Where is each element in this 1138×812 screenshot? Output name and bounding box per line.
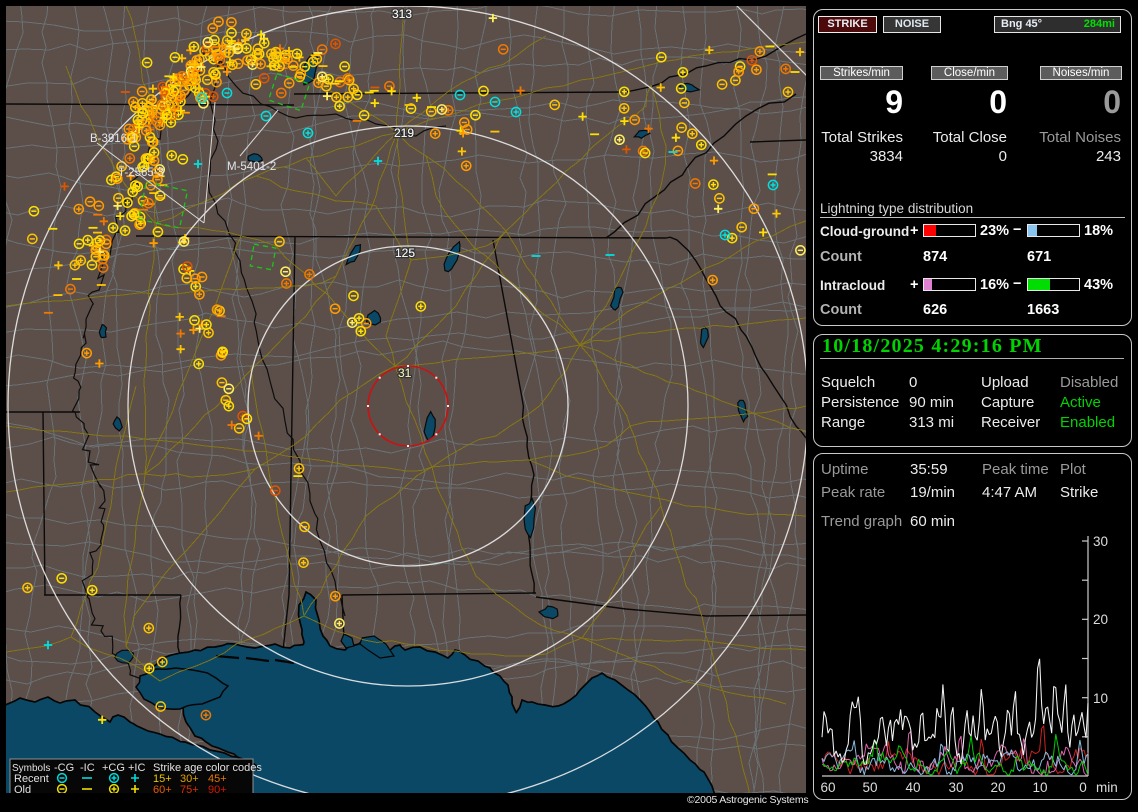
svg-text:45+: 45+ <box>208 773 227 785</box>
svg-text:B-3916-1: B-3916-1 <box>90 133 137 145</box>
svg-text:20: 20 <box>990 780 1005 795</box>
svg-text:31: 31 <box>398 366 412 380</box>
svg-text:min: min <box>1096 780 1118 795</box>
svg-text:10: 10 <box>1093 691 1108 706</box>
svg-text:90+: 90+ <box>208 784 227 793</box>
svg-text:20: 20 <box>1093 612 1108 627</box>
svg-text:-CG: -CG <box>54 762 74 774</box>
svg-text:219: 219 <box>394 126 414 140</box>
svg-text:30: 30 <box>948 780 963 795</box>
svg-text:313: 313 <box>392 7 412 21</box>
svg-text:125: 125 <box>395 246 415 260</box>
svg-text:+IC: +IC <box>128 762 145 774</box>
svg-text:Strike age color codes: Strike age color codes <box>153 762 262 774</box>
svg-text:M-5401-2: M-5401-2 <box>227 161 276 173</box>
svg-text:50: 50 <box>862 780 877 795</box>
svg-text:60+: 60+ <box>153 784 172 793</box>
svg-text:30+: 30+ <box>180 773 199 785</box>
svg-text:0: 0 <box>1079 780 1087 795</box>
svg-text:-IC: -IC <box>80 762 95 774</box>
svg-text:10: 10 <box>1032 780 1047 795</box>
svg-text:Recent: Recent <box>14 773 49 785</box>
svg-text:31: 31 <box>398 366 412 380</box>
svg-text:219: 219 <box>394 126 414 140</box>
svg-text:15+: 15+ <box>153 773 172 785</box>
svg-text:30: 30 <box>1093 534 1108 549</box>
svg-text:Symbols: Symbols <box>12 763 50 774</box>
svg-text:+CG: +CG <box>102 762 125 774</box>
svg-text:40: 40 <box>905 780 920 795</box>
svg-text:125: 125 <box>395 246 415 260</box>
svg-text:60: 60 <box>820 780 835 795</box>
svg-text:313: 313 <box>392 7 412 21</box>
svg-text:T-2565-3: T-2565-3 <box>118 167 164 179</box>
svg-text:75+: 75+ <box>180 784 199 793</box>
svg-text:Old: Old <box>14 784 31 793</box>
